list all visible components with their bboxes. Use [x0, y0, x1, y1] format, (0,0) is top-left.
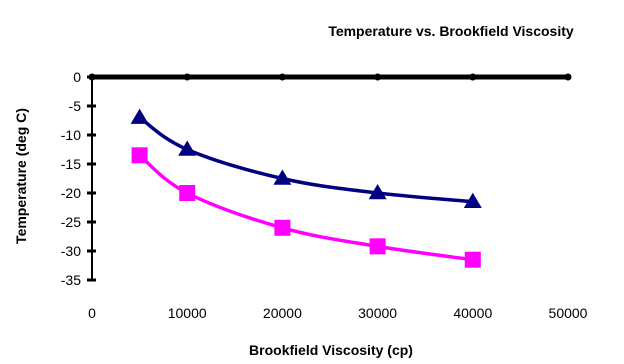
- y-axis-title: Temperature (deg C): [13, 108, 29, 244]
- x-tick-mark: [374, 73, 382, 81]
- y-tick-label: -35: [61, 272, 81, 288]
- x-tick-mark: [278, 73, 286, 81]
- series-2-point: [369, 238, 386, 255]
- series-1-point: [130, 108, 149, 124]
- x-axis-title: Brookfield Viscosity (cp): [249, 342, 413, 358]
- plot-area: 0 10000 20000 30000 40000 50000 0 -5 -10 -15 -20 -2…: [61, 69, 588, 321]
- series-1-point: [178, 140, 197, 156]
- series-1-point: [273, 169, 292, 185]
- x-tick-label: 50000: [549, 305, 588, 321]
- x-tick-label: 20000: [263, 305, 302, 321]
- x-tick-mark: [183, 73, 191, 81]
- x-tick-mark: [564, 73, 572, 81]
- series-1-point: [368, 184, 387, 200]
- series-1-point: [463, 192, 482, 208]
- y-tick-label: 0: [73, 69, 81, 85]
- x-tick-label: 10000: [168, 305, 207, 321]
- y-tick-label: -15: [61, 156, 81, 172]
- x-tick-label: 40000: [453, 305, 492, 321]
- x-tick-label: 0: [88, 305, 96, 321]
- x-tick-label: 30000: [358, 305, 397, 321]
- y-tick-label: -5: [69, 98, 82, 114]
- series-2-point: [274, 219, 291, 236]
- series-2-point: [131, 147, 148, 164]
- series-2-point: [464, 251, 481, 268]
- y-tick-label: -25: [61, 214, 81, 230]
- y-tick-label: -20: [61, 185, 81, 201]
- y-tick-label: -10: [61, 127, 81, 143]
- series-2-line: [138, 153, 474, 262]
- series-2-point: [179, 185, 196, 201]
- chart-title: Temperature vs. Brookfield Viscosity: [328, 23, 574, 39]
- x-tick-mark: [469, 73, 477, 81]
- y-tick-label: -30: [61, 243, 81, 259]
